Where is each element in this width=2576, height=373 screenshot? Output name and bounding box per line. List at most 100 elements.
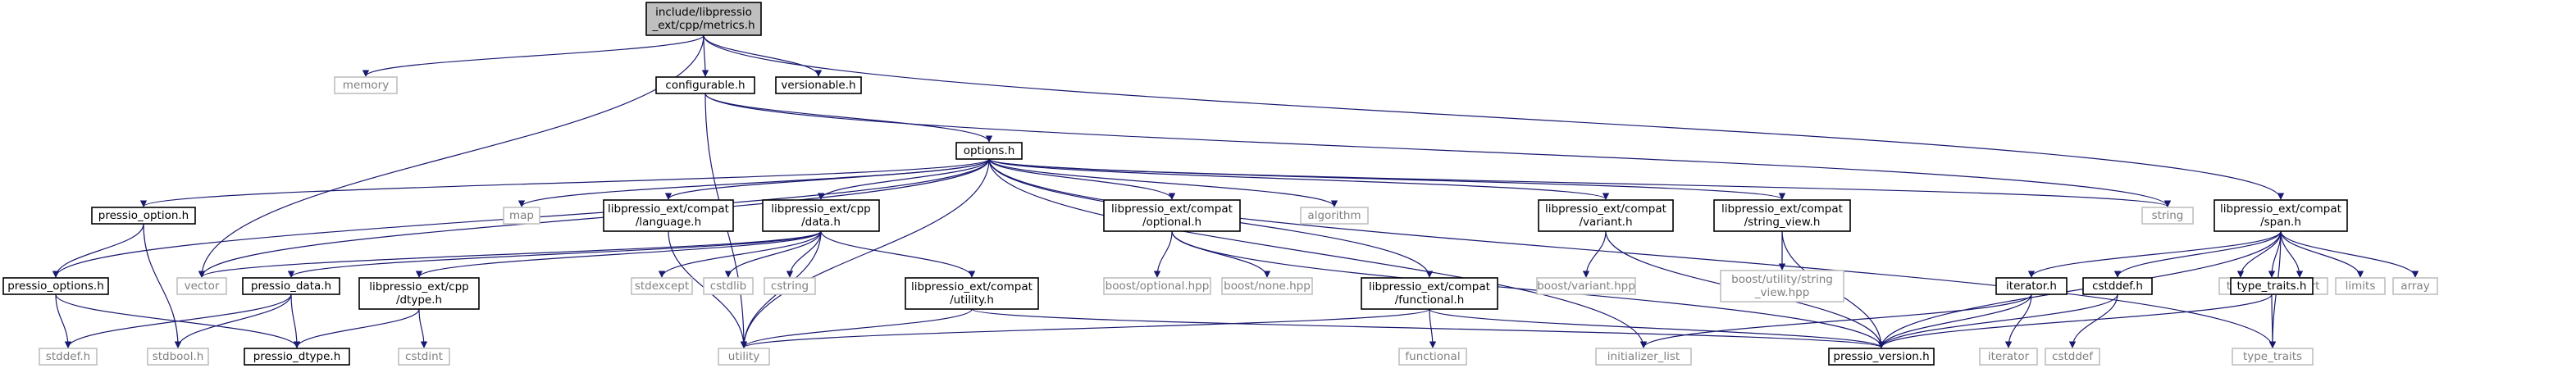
edge-pressio-data-to-stddef — [64, 293, 292, 348]
edge-options-to-utility — [740, 158, 990, 348]
edge-pressio-data-to-pressio-dtype — [290, 293, 301, 348]
node-stdbool-label: stdbool.h — [153, 350, 204, 363]
node-stdbool-box — [147, 348, 209, 366]
node-utility-label: utility — [728, 350, 759, 363]
node-iterator-h[interactable]: iterator.h — [1995, 277, 2068, 295]
edge-utility-h-to-utility — [740, 308, 973, 348]
node-initializer-list-label: initializer_list — [1607, 350, 1680, 363]
node-cstdint-label: cstdint — [405, 350, 443, 363]
node-functional-label: functional — [1405, 350, 1460, 363]
edge-type-traits-h-to-pressio-version — [1877, 293, 2273, 348]
node-utility-h-label: libpressio_ext/compat/utility.h — [911, 280, 1033, 307]
edge-options-to-pressio-option — [140, 158, 990, 207]
edge-data-to-stdexcept — [658, 230, 822, 278]
node-array-label: array — [2400, 280, 2429, 293]
edge-data-to-cstring — [786, 230, 822, 278]
node-dtype-label: libpressio_ext/cpp/dtype.h — [369, 280, 469, 307]
node-metrics[interactable]: include/libpressio _ext/cpp/metrics.h — [645, 2, 762, 36]
node-pressio-version-label: pressio_version.h — [1833, 350, 1929, 363]
node-cstddef: cstddef — [2045, 348, 2100, 366]
node-data[interactable]: libpressio_ext/cpp/data.h — [762, 199, 880, 232]
node-initializer-list-box — [1595, 348, 1692, 366]
edge-metrics-to-span — [703, 34, 2285, 200]
node-type-traits-label: type_traits — [2243, 350, 2302, 363]
node-memory-label: memory — [343, 79, 389, 92]
node-pressio-option[interactable]: pressio_option.h — [91, 207, 196, 225]
node-stddef: stddef.h — [39, 348, 98, 366]
edge-options-to-language — [664, 158, 990, 200]
node-cstdlib-box — [703, 277, 754, 295]
node-vector-label: vector — [185, 280, 220, 293]
node-configurable[interactable]: configurable.h — [655, 76, 755, 94]
node-dtype[interactable]: libpressio_ext/cpp/dtype.h — [358, 277, 480, 310]
node-algorithm: algorithm — [1300, 207, 1369, 225]
edge-options-to-initializer-list — [988, 158, 1648, 348]
node-cstring-label: cstring — [771, 280, 809, 293]
edge-functional-h-to-utility — [741, 308, 1430, 348]
edge-dtype-to-cstdint — [418, 308, 428, 348]
node-string-view[interactable]: libpressio_ext/compat/string_view.h — [1713, 199, 1851, 232]
edge-metrics-to-configurable — [701, 34, 709, 77]
node-boost-optional-label: boost/optional.hpp — [1106, 280, 1210, 293]
node-boost-sv-label: boost/utility/string _view.hpp — [1731, 273, 1833, 299]
node-cstdint-box — [398, 348, 450, 366]
file-nodes: include/libpressio _ext/cpp/metrics.hmemo… — [2, 2, 2438, 366]
node-versionable[interactable]: versionable.h — [775, 76, 862, 94]
edge-optional-to-boost-optional — [1153, 230, 1173, 278]
edge-metrics-to-vector — [198, 34, 704, 278]
node-pressio-dtype[interactable]: pressio_dtype.h — [244, 348, 350, 366]
node-language[interactable]: libpressio_ext/compat/language.h — [603, 199, 734, 232]
node-pressio-data[interactable]: pressio_data.h — [242, 277, 340, 295]
node-pressio-version-box — [1828, 348, 1935, 366]
node-type-traits-box — [2232, 348, 2314, 366]
edge-pressio-option-to-pressio-options — [52, 223, 144, 278]
node-pressio-version[interactable]: pressio_version.h — [1828, 348, 1935, 366]
node-pressio-options-label: pressio_options.h — [7, 280, 104, 293]
edge-optional-to-pressio-version — [1171, 230, 1885, 348]
node-utility-box — [718, 348, 770, 366]
node-boost-none-label: boost/none.hpp — [1224, 280, 1311, 293]
node-string-view-label: libpressio_ext/compat/string_view.h — [1721, 202, 1843, 229]
node-functional-h[interactable]: libpressio_ext/compat/functional.h — [1361, 277, 1498, 310]
edge-options-to-variant — [988, 158, 1609, 200]
edge-span-to-array — [2280, 230, 2419, 278]
node-optional[interactable]: libpressio_ext/compat/optional.h — [1103, 199, 1241, 232]
node-data-label: libpressio_ext/cpp/data.h — [771, 202, 871, 229]
edge-variant-to-boost-variant — [1582, 230, 1607, 278]
node-iterator-h-box — [1995, 277, 2068, 295]
node-cstddef-h[interactable]: cstddef.h — [2082, 277, 2153, 295]
node-metrics-label: include/libpressio _ext/cpp/metrics.h — [651, 6, 755, 32]
node-span[interactable]: libpressio_ext/compat/span.h — [2214, 199, 2348, 232]
edge-pressio-data-to-stdbool — [174, 293, 292, 348]
edge-metrics-to-versionable — [703, 34, 823, 77]
node-boost-none: boost/none.hpp — [1221, 277, 1313, 295]
node-memory: memory — [334, 76, 398, 94]
node-boost-none-box — [1221, 277, 1313, 295]
node-options-label: options.h — [964, 144, 1015, 157]
node-string-view-box — [1713, 199, 1851, 232]
node-iterator-box — [1979, 348, 2038, 366]
node-pressio-options[interactable]: pressio_options.h — [2, 277, 109, 295]
node-pressio-option-label: pressio_option.h — [98, 209, 189, 222]
node-boost-optional-box — [1103, 277, 1211, 295]
edge-pressio-option-to-stdbool — [143, 223, 182, 348]
edge-span-to-cstddef-h — [2113, 230, 2282, 278]
node-functional-box — [1398, 348, 1467, 366]
node-cstdint: cstdint — [398, 348, 450, 366]
edge-configurable-to-options — [704, 93, 993, 143]
edge-iterator-h-to-iterator — [2004, 293, 2032, 348]
node-utility-h[interactable]: libpressio_ext/compat/utility.h — [905, 277, 1039, 310]
edge-span-to-pressio-version — [1877, 230, 2282, 348]
node-utility-h-box — [905, 277, 1039, 310]
node-type-traits-h[interactable]: type_traits.h — [2230, 277, 2314, 295]
node-optional-label: libpressio_ext/compat/optional.h — [1111, 202, 1233, 229]
edge-data-to-cstdlib — [724, 230, 822, 278]
node-variant[interactable]: libpressio_ext/compat/variant.h — [1538, 199, 1674, 232]
node-functional-h-box — [1361, 277, 1498, 310]
node-data-box — [762, 199, 880, 232]
node-array: array — [2392, 277, 2438, 295]
node-options[interactable]: options.h — [955, 142, 1023, 160]
node-iterator-h-label: iterator.h — [2006, 280, 2057, 293]
node-pressio-options-box — [2, 277, 109, 295]
node-cstdlib: cstdlib — [703, 277, 754, 295]
